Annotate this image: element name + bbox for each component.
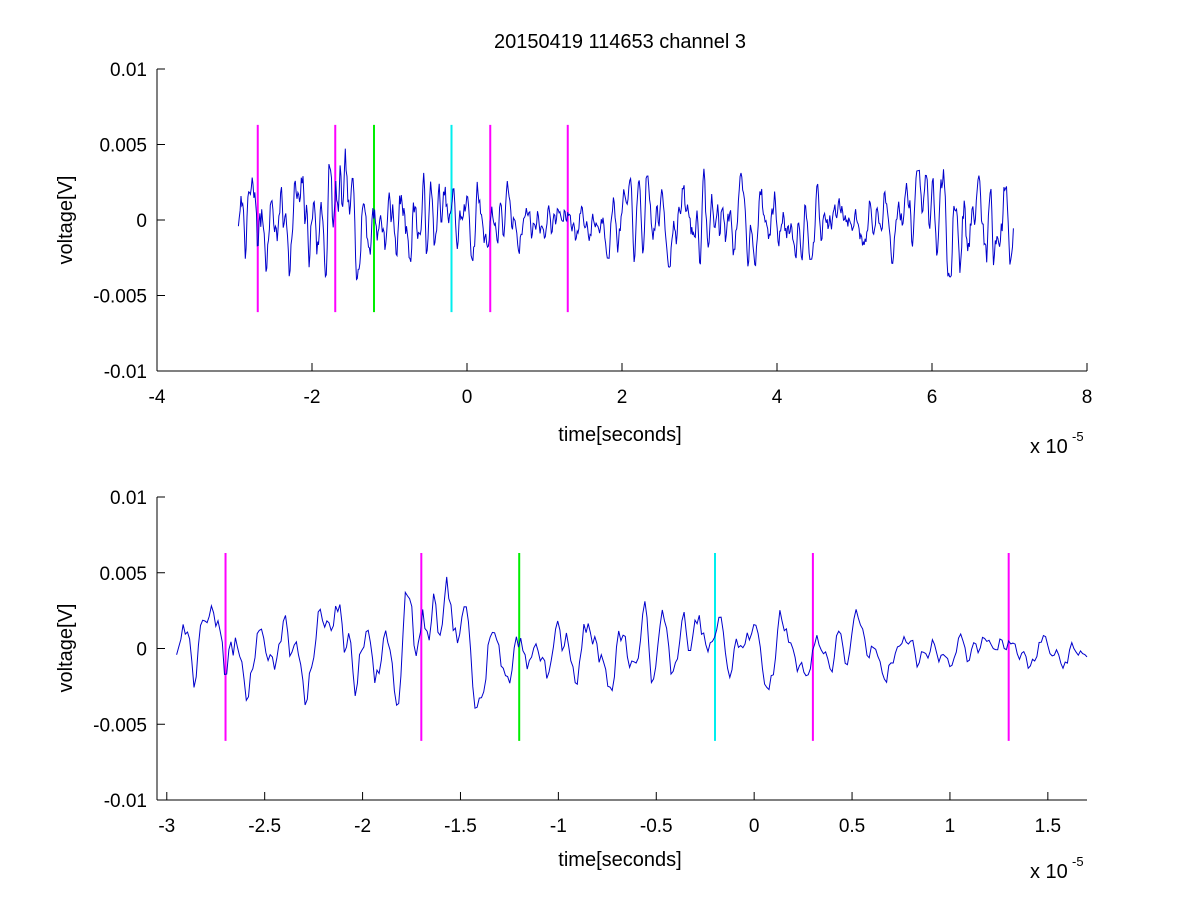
bottom-plot-ytick-label: -0.01 <box>104 791 147 812</box>
bottom-plot-ytick-label: 0.01 <box>110 488 147 509</box>
bottom-plot-xtick-label: -2.5 <box>248 816 281 837</box>
top-plot-ticks: -4 -2 0 2 4 6 8 0.01 0.005 0 -0.005 -0.01 <box>93 60 1092 408</box>
bottom-plot-markers <box>224 553 1010 741</box>
bottom-plot-xtick-label: -0.5 <box>640 816 673 837</box>
top-plot-ylabel: voltage[V] <box>55 176 77 265</box>
bottom-plot-xtick-label: 0 <box>749 816 760 837</box>
bottom-plot-xtick-label: -1.5 <box>444 816 477 837</box>
top-plot-ytick-label: 0 <box>136 211 147 232</box>
top-plot-x-multiplier: x 10 -5 <box>1030 429 1084 458</box>
top-plot-x-multiplier-text: x 10 <box>1030 436 1068 458</box>
top-plot-signal-line <box>237 148 1014 281</box>
bottom-plot-ticks: -3 -2.5 -2 -1.5 -1 -0.5 0 0.5 1 1.5 0.01 0.005 0 -0.0… <box>93 488 1061 837</box>
bottom-plot-signal-line <box>176 576 1088 709</box>
bottom-plot-x-multiplier: x 10 -5 <box>1030 854 1084 883</box>
top-plot-xtick-label: 4 <box>772 387 783 408</box>
bottom-plot-ytick-label: 0 <box>136 640 147 661</box>
top-plot-xtick-label: -2 <box>304 387 321 408</box>
top-plot-ytick-label: -0.005 <box>93 287 147 308</box>
figure-title: 20150419 114653 channel 3 <box>494 31 746 53</box>
top-plot-xtick-label: -4 <box>149 387 166 408</box>
bottom-plot-x-exponent: -5 <box>1072 854 1084 869</box>
bottom-plot-xlabel: time[seconds] <box>558 849 681 871</box>
bottom-plot-xtick-label: -3 <box>158 816 175 837</box>
top-plot-xtick-label: 8 <box>1082 387 1093 408</box>
bottom-plot-axes <box>156 497 1087 801</box>
bottom-plot-ytick-label: 0.005 <box>99 564 147 585</box>
top-plot-ytick-label: -0.01 <box>104 362 147 383</box>
bottom-plot-xtick-label: 1.5 <box>1035 816 1061 837</box>
bottom-plot-x-multiplier-text: x 10 <box>1030 861 1068 883</box>
bottom-plot-xtick-label: 1 <box>945 816 956 837</box>
top-plot-ytick-label: 0.01 <box>110 60 147 81</box>
top-plot-axes <box>156 69 1087 372</box>
bottom-plot-series <box>176 576 1088 709</box>
top-plot-series <box>237 148 1014 281</box>
top-plot-xlabel: time[seconds] <box>558 424 681 446</box>
top-plot-x-exponent: -5 <box>1072 429 1084 444</box>
bottom-plot: -3 -2.5 -2 -1.5 -1 -0.5 0 0.5 1 1.5 0.01 0.005 0 -0.0… <box>55 488 1088 883</box>
top-plot: -4 -2 0 2 4 6 8 0.01 0.005 0 -0.005 -0.01 time[seco… <box>55 60 1092 458</box>
top-plot-xtick-label: 2 <box>617 387 628 408</box>
top-plot-xtick-label: 0 <box>462 387 473 408</box>
bottom-plot-ytick-label: -0.005 <box>93 715 147 736</box>
bottom-plot-xtick-label: -1 <box>550 816 567 837</box>
top-plot-ytick-label: 0.005 <box>99 136 147 157</box>
bottom-plot-xtick-label: 0.5 <box>839 816 865 837</box>
bottom-plot-xtick-label: -2 <box>354 816 371 837</box>
bottom-plot-ylabel: voltage[V] <box>55 604 77 693</box>
top-plot-xtick-label: 6 <box>927 387 938 408</box>
